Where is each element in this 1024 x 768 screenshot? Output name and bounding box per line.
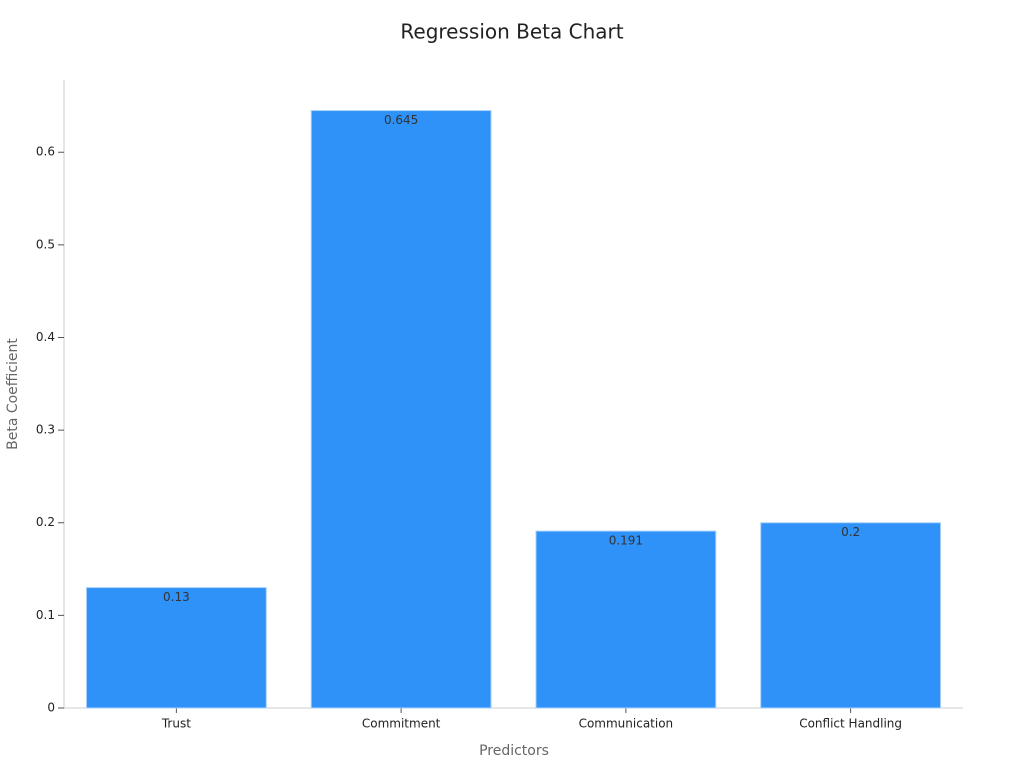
x-tick-label: Conflict Handling bbox=[799, 717, 902, 731]
y-tick-label: 0.1 bbox=[36, 608, 55, 622]
x-tick-label: Trust bbox=[161, 717, 191, 731]
value-label: 0.191 bbox=[609, 534, 643, 548]
x-tick-label: Commitment bbox=[362, 717, 441, 731]
bar bbox=[85, 587, 267, 709]
bar bbox=[310, 110, 492, 709]
y-axis-label: Beta Coefficient bbox=[5, 338, 21, 450]
bar bbox=[760, 522, 942, 709]
value-label: 0.2 bbox=[841, 525, 860, 539]
x-axis-label: Predictors bbox=[479, 743, 549, 759]
y-tick-label: 0.2 bbox=[36, 515, 55, 529]
y-tick-label: 0.5 bbox=[36, 237, 55, 251]
bar bbox=[535, 530, 717, 709]
y-tick-label: 0.3 bbox=[36, 423, 55, 437]
y-tick-label: 0 bbox=[47, 701, 55, 715]
y-tick-label: 0.6 bbox=[36, 145, 55, 159]
x-tick-label: Communication bbox=[579, 717, 674, 731]
y-tick-label: 0.4 bbox=[36, 330, 55, 344]
value-label: 0.13 bbox=[163, 590, 190, 604]
value-label: 0.645 bbox=[384, 113, 418, 127]
chart-title: Regression Beta Chart bbox=[400, 20, 623, 44]
